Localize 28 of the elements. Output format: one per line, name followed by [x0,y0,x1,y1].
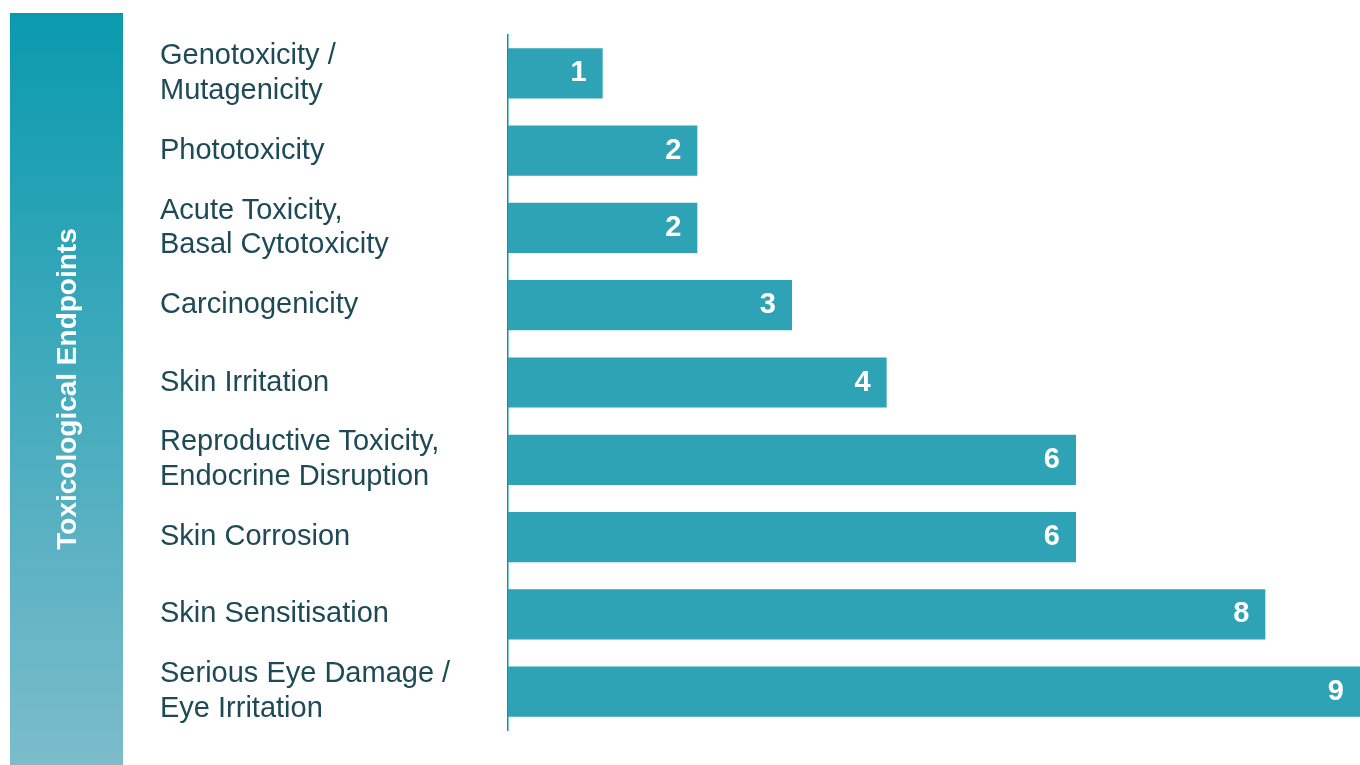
bar [508,202,698,254]
y-axis-title: Toxicological Endpoints [50,228,83,550]
bar [508,589,1266,640]
y-tick-label: Reproductive Toxicity, Endocrine Disruption [160,424,440,492]
data-label: 2 [665,132,682,165]
data-label: 6 [1043,519,1060,552]
bar [508,357,887,408]
y-tick-label: Phototoxicity [160,132,325,165]
bar [508,280,792,331]
data-label: 2 [665,209,682,242]
y-tick-label: Skin Corrosion [160,519,351,552]
y-tick-label: Genotoxicity / Mutagenicity [160,38,337,105]
y-tick-label: Skin Irritation [160,364,330,397]
bar [508,511,1076,563]
y-tick-label: Skin Sensitisation [160,596,389,629]
y-tick-label: Acute Toxicity, Basal Cytotoxicity [160,192,390,260]
data-label: 8 [1233,596,1250,629]
data-label: 3 [759,287,776,320]
bar [508,666,1360,717]
data-label: 9 [1327,673,1344,706]
data-label: 6 [1043,441,1060,474]
bar [508,434,1076,485]
bar [508,48,603,99]
y-tick-label: Carcinogenicity [160,287,359,320]
bar [508,125,698,176]
y-tick-label: Serious Eye Damage / Eye Irritation [160,656,452,723]
data-label: 4 [854,364,871,397]
data-label: 1 [570,55,587,88]
